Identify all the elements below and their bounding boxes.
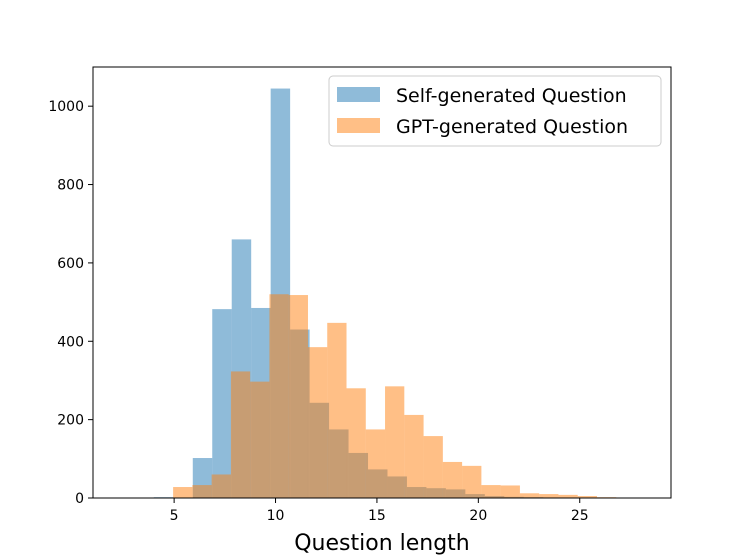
histogram-bar-series-0-bin-3 [212, 309, 232, 498]
histogram-bar-series-1-bin-14 [442, 461, 463, 498]
histogram-bar-series-1-bin-16 [481, 485, 501, 498]
legend-label-self-generated: Self-generated Question [396, 85, 627, 107]
y-tick-label: 400 [57, 334, 84, 350]
y-axis: 0 200 400 600 800 1000 [48, 99, 93, 507]
bars-layer [153, 88, 636, 499]
x-tick-label: 25 [571, 508, 589, 524]
x-axis-title: Question length [294, 531, 470, 556]
histogram-bar-series-1-bin-2 [211, 474, 231, 498]
histogram-bar-series-1-bin-5 [269, 294, 289, 498]
histogram-bar-series-1-bin-17 [500, 485, 520, 498]
histogram-bar-series-1-bin-21 [577, 496, 597, 498]
legend: Self-generated Question GPT-generated Qu… [328, 75, 662, 147]
x-tick-label: 5 [170, 508, 179, 524]
x-axis: 5 10 15 20 25 [170, 498, 589, 524]
histogram-bar-series-1-bin-3 [230, 371, 251, 498]
y-tick-label: 0 [75, 491, 84, 507]
x-tick-label: 15 [368, 508, 386, 524]
histogram-bar-series-1-bin-1 [192, 485, 212, 498]
histogram-bar-series-1-bin-18 [519, 493, 540, 498]
legend-swatch-gpt-generated [337, 118, 380, 133]
y-tick-label: 800 [57, 178, 84, 194]
x-tick-label: 20 [469, 508, 487, 524]
histogram-bar-series-1-bin-6 [288, 295, 308, 498]
histogram-bar-series-1-bin-8 [327, 322, 347, 498]
y-tick-label: 600 [57, 256, 84, 272]
histogram-bar-series-1-bin-19 [539, 494, 559, 498]
y-tick-label: 1000 [48, 99, 84, 115]
histogram-bar-series-1-bin-20 [558, 494, 578, 498]
histogram-bar-series-1-bin-0 [173, 487, 193, 498]
legend-label-gpt-generated: GPT-generated Question [396, 116, 628, 138]
histogram-bar-series-1-bin-13 [423, 436, 443, 498]
histogram-bar-series-1-bin-4 [250, 381, 270, 498]
histogram-bar-series-1-bin-11 [385, 386, 405, 498]
legend-box [328, 75, 662, 147]
histogram-bar-series-1-bin-12 [404, 414, 424, 498]
histogram-bar-series-1-bin-15 [462, 465, 482, 498]
histogram-bar-series-1-bin-7 [307, 347, 328, 498]
histogram-bar-series-1-bin-9 [346, 388, 366, 498]
y-tick-label: 200 [57, 413, 84, 429]
x-tick-label: 10 [267, 508, 285, 524]
plot-frame [92, 66, 672, 499]
legend-swatch-self-generated [337, 87, 380, 102]
histogram-bar-series-1-bin-10 [365, 429, 386, 498]
